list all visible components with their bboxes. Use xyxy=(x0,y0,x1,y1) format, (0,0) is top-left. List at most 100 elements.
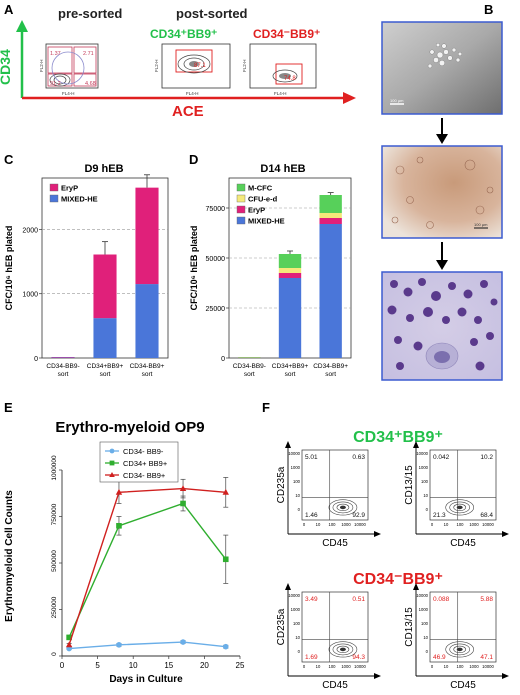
bar-segment-mixed-he xyxy=(135,284,159,358)
chart-e: E Erythro-myeloid OP9 Erythromyeloid Cel… xyxy=(4,400,245,685)
bar-segment-cfu-e-d xyxy=(278,268,302,273)
flow-arrow-2-head xyxy=(436,260,448,270)
y-tick-label: 100 xyxy=(293,621,301,626)
x-axis-arrow-head xyxy=(502,531,509,537)
cd34-arrow-head xyxy=(16,20,28,32)
y-tick-label: 100 xyxy=(421,621,429,626)
microscopy-image-1: 100 µm xyxy=(381,21,503,115)
x-tick-label: 1000 xyxy=(469,664,479,669)
x-axis-arrow-head xyxy=(374,531,381,537)
y-marker-label: CD235a xyxy=(276,466,287,503)
y-tick-label: 10000 xyxy=(416,451,428,456)
y-tick-label: 100 xyxy=(293,479,301,484)
y-tick-label: 750000 xyxy=(51,503,58,525)
y-tick-label: 75000 xyxy=(206,206,226,213)
density-contour xyxy=(328,499,358,516)
y-axis-arrow-head xyxy=(413,441,419,448)
svg-text:1.37: 1.37 xyxy=(50,51,61,57)
data-point xyxy=(65,641,73,648)
y-marker-label: CD13/15 xyxy=(404,465,415,505)
x-tick-label: 10000 xyxy=(482,664,494,669)
legend-swatch xyxy=(236,216,246,225)
x-tick-label: 10 xyxy=(316,664,321,669)
density-core xyxy=(456,647,463,652)
category-label: CD34+BB9+ xyxy=(87,363,124,370)
legend-label: CD34+ BB9+ xyxy=(123,459,168,468)
data-point xyxy=(180,639,186,645)
x-tick-label: 10 xyxy=(444,664,449,669)
legend-swatch xyxy=(49,183,59,192)
series-line-cd34-bb9- xyxy=(68,487,226,646)
chart-e-ylabel: Erythromyeloid Cell Counts xyxy=(4,490,15,622)
post-sorted-label: post-sorted xyxy=(176,6,248,21)
series-line-cd34-bb9- xyxy=(68,502,227,638)
quadrant-ul: 3.49 xyxy=(305,596,318,603)
quadrant-ll: 21.3 xyxy=(433,512,446,519)
f-cd34neg-bb9pos-label: CD34⁻BB9⁺ xyxy=(353,571,443,588)
legend-label: MIXED-HE xyxy=(61,195,98,204)
x-tick-label: 5 xyxy=(95,661,100,670)
bar-segment-mixed-he xyxy=(319,224,342,358)
y-tick-label: 10000 xyxy=(288,451,300,456)
x-tick-label: 20 xyxy=(200,661,209,670)
category-label: CD34-BB9+ xyxy=(130,363,165,370)
y-tick-label: 500000 xyxy=(51,550,58,572)
category-label: sort xyxy=(142,371,153,378)
panel-letter-f: F xyxy=(262,400,270,415)
bar-segment-eryp xyxy=(93,254,117,319)
category-label: CD34-BB9- xyxy=(233,363,266,370)
y-tick-label: 0 xyxy=(34,356,38,363)
panel-a: A pre-sorted post-sorted CD34⁺BB9⁺ CD34⁻… xyxy=(0,0,370,120)
density-core xyxy=(339,647,346,652)
panel-letter-d: D xyxy=(189,152,198,167)
bar-segment-m-cfc xyxy=(278,254,302,268)
x-marker-label: CD45 xyxy=(450,538,476,549)
svg-text:91.2: 91.2 xyxy=(50,81,61,87)
flow-plot-frame xyxy=(429,449,497,521)
x-marker-label: CD45 xyxy=(322,538,348,549)
cd34neg-bb9pos-label: CD34⁻BB9⁺ xyxy=(253,27,320,41)
x-axis-arrow-head xyxy=(374,673,381,679)
y-tick-label: 0 xyxy=(51,652,58,656)
y-tick-label: 0 xyxy=(298,507,301,512)
quadrant-ur: 0.51 xyxy=(352,596,365,603)
data-point xyxy=(222,488,229,495)
bar-segment-eryp xyxy=(319,218,342,224)
panel-a-svg: A pre-sorted post-sorted CD34⁺BB9⁺ CD34⁻… xyxy=(0,2,356,120)
svg-text:FL4-H: FL4-H xyxy=(274,91,287,96)
y-tick-label: 0 xyxy=(426,507,429,512)
svg-text:100 µm: 100 µm xyxy=(390,98,404,103)
svg-text:FL2-H: FL2-H xyxy=(242,59,247,72)
panel-e: E Erythro-myeloid OP9 Erythromyeloid Cel… xyxy=(0,398,250,690)
y-tick-label: 1000 xyxy=(22,292,38,299)
x-tick-label: 10 xyxy=(129,661,138,670)
density-contour xyxy=(332,501,354,514)
density-core xyxy=(456,505,463,510)
panel-b-svg: B 100 µm 100 µm xyxy=(381,2,503,381)
quadrant-ur: 5.88 xyxy=(480,596,493,603)
y-tick-label: 1000 xyxy=(419,607,429,612)
quadrant-lr: 68.4 xyxy=(480,512,493,519)
legend-marker xyxy=(109,460,115,466)
x-tick-label: 10 xyxy=(444,522,449,527)
bar-segment-mixed-he xyxy=(51,357,75,358)
svg-text:FL2-H: FL2-H xyxy=(39,59,44,72)
chart-d-title: D14 hEB xyxy=(260,163,305,175)
density-contour xyxy=(449,501,470,514)
x-tick-label: 1000 xyxy=(469,522,479,527)
svg-text:FL4-H: FL4-H xyxy=(186,91,199,96)
density-contour xyxy=(453,503,466,511)
y-tick-label: 0 xyxy=(221,356,225,363)
legend-marker xyxy=(109,448,115,454)
x-tick-label: 1000 xyxy=(341,522,351,527)
density-contour xyxy=(336,645,350,653)
y-tick-label: 10000 xyxy=(416,593,428,598)
post-sorted-pos-plot: 87.1 FL4-H FL2-H xyxy=(154,43,231,96)
legend-label: EryP xyxy=(248,206,265,215)
y-axis-arrow-head xyxy=(285,441,291,448)
panel-letter-c: C xyxy=(4,152,14,167)
data-point xyxy=(222,556,229,563)
